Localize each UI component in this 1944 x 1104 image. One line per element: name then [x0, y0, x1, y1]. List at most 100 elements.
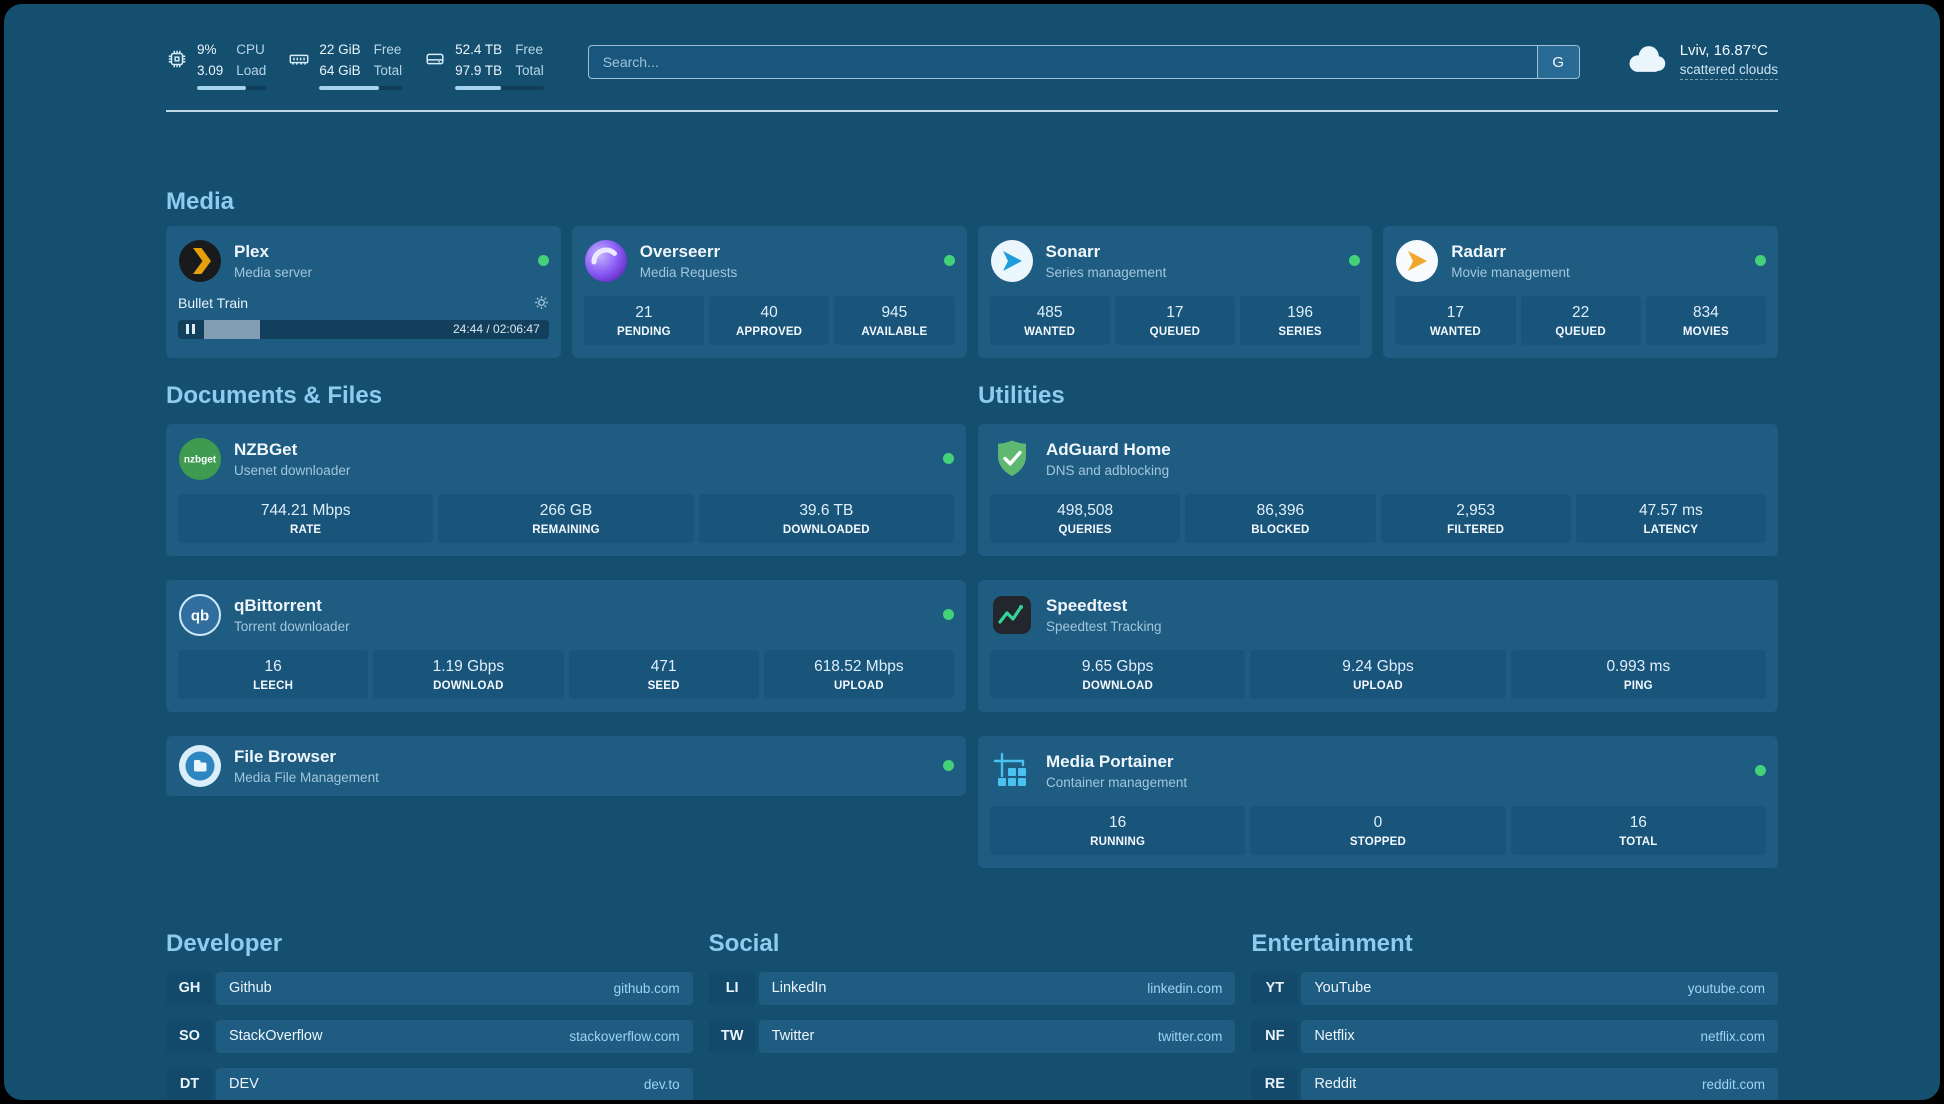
- app-card-plex[interactable]: Plex Media server Bullet Train: [166, 225, 561, 358]
- app-title: Overseerr: [639, 241, 721, 261]
- app-title: Plex: [234, 241, 269, 261]
- stat-tile-total: 16 TOTAL: [1510, 805, 1766, 855]
- app-title: File Browser: [234, 746, 337, 766]
- stat-tile-approved: 40 APPROVED: [709, 295, 830, 345]
- bookmark-url: stackoverflow.com: [569, 1028, 680, 1044]
- bookmark-netflix[interactable]: NF Netflix netflix.com: [1251, 1019, 1778, 1053]
- app-card-sonarr[interactable]: Sonarr Series management 485 WANTED 17 Q…: [977, 225, 1373, 358]
- stat-tile-remaining: 266 GB REMAINING: [438, 493, 694, 543]
- memory-free-label: Free: [373, 42, 402, 57]
- memory-icon: [288, 42, 310, 90]
- stat-tile-download: 9.65 Gbps DOWNLOAD: [990, 649, 1246, 699]
- stat-tile-latency: 47.57 ms LATENCY: [1575, 493, 1766, 543]
- bookmark-linkedin[interactable]: LI LinkedIn linkedin.com: [708, 971, 1236, 1005]
- stat-tile-movies: 834 MOVIES: [1645, 295, 1766, 345]
- app-title: Radarr: [1451, 241, 1507, 261]
- app-card-nzbget[interactable]: nzbget NZBGet Usenet downloader 744.21 M…: [166, 423, 966, 556]
- bookmark-url: netflix.com: [1700, 1028, 1765, 1044]
- bookmark-abbr: NF: [1251, 1019, 1299, 1053]
- section-utilities: Utilities AdGuard Home DNS and a: [978, 382, 1778, 868]
- stat-tile-leech: 16 LEECH: [178, 649, 369, 699]
- bookmark-abbr: LI: [708, 971, 756, 1005]
- cpu-load-value: 3.09: [197, 62, 224, 78]
- bookmark-abbr: TW: [708, 1019, 756, 1053]
- app-card-overseerr[interactable]: Overseerr Media Requests 21 PENDING 40 A…: [571, 225, 967, 358]
- stat-tile-series: 196 SERIES: [1240, 295, 1361, 345]
- app-subtitle: Torrent downloader: [234, 618, 350, 634]
- radarr-icon: [1395, 239, 1439, 283]
- stat-tile-pending: 21 PENDING: [583, 295, 704, 345]
- app-card-filebrowser[interactable]: File Browser Media File Management: [166, 735, 966, 796]
- status-dot: [943, 453, 954, 465]
- playback-progress-bar[interactable]: 24:44 / 02:06:47: [178, 319, 549, 339]
- bookmark-abbr: DT: [166, 1067, 213, 1100]
- app-card-qbittorrent[interactable]: qb qBittorrent Torrent downloader 16 LEE…: [166, 579, 966, 712]
- bookmark-group-social: Social LI LinkedIn linkedin.com TW Twitt…: [708, 930, 1236, 1100]
- bookmark-dev[interactable]: DT DEV dev.to: [166, 1067, 693, 1100]
- gear-icon[interactable]: [534, 295, 549, 310]
- disk-progress-fill: [455, 85, 502, 90]
- disk-stat: 52.4 TB 97.9 TB Free Total: [424, 42, 544, 90]
- stat-tile-upload: 618.52 Mbps UPLOAD: [763, 649, 954, 699]
- app-subtitle: Container management: [1046, 774, 1188, 790]
- bookmark-github[interactable]: GH Github github.com: [166, 971, 693, 1005]
- bookmark-url: linkedin.com: [1147, 980, 1223, 996]
- svg-text:nzbget: nzbget: [184, 454, 217, 465]
- adguard-icon: [990, 437, 1034, 481]
- weather-widget[interactable]: Lviv, 16.87°C scattered clouds: [1624, 42, 1778, 80]
- memory-total-value: 64 GiB: [319, 62, 361, 78]
- section-title-media: Media: [166, 187, 235, 215]
- sonarr-icon: [990, 239, 1034, 283]
- app-subtitle: Media File Management: [234, 769, 379, 785]
- app-title: Sonarr: [1045, 241, 1101, 261]
- playback-time: 24:44 / 02:06:47: [453, 322, 540, 337]
- bookmark-reddit[interactable]: RE Reddit reddit.com: [1251, 1067, 1778, 1100]
- disk-total-label: Total: [515, 62, 544, 78]
- stat-tile-downloaded: 39.6 TB DOWNLOADED: [698, 493, 954, 543]
- bookmark-stackoverflow[interactable]: SO StackOverflow stackoverflow.com: [166, 1019, 693, 1053]
- disk-total-value: 97.9 TB: [455, 62, 503, 78]
- memory-free-value: 22 GiB: [319, 42, 361, 57]
- bookmark-name: Netflix: [1314, 1028, 1355, 1045]
- pause-icon[interactable]: [186, 324, 195, 335]
- cpu-load-label: Load: [236, 62, 267, 78]
- app-title: Speedtest: [1046, 595, 1128, 615]
- portainer-icon: [990, 749, 1034, 793]
- cpu-progress-bar: [197, 85, 267, 90]
- stat-tile-seed: 471 SEED: [568, 649, 759, 699]
- app-subtitle: Usenet downloader: [234, 462, 351, 478]
- bookmark-group-developer: Developer GH Github github.com SO StackO…: [166, 930, 693, 1100]
- cloud-icon: [1624, 43, 1668, 80]
- bookmark-twitter[interactable]: TW Twitter twitter.com: [708, 1019, 1236, 1053]
- nzbget-icon: nzbget: [178, 437, 222, 481]
- bookmark-abbr: RE: [1251, 1067, 1299, 1100]
- section-documents: Documents & Files nzbget NZBGet U: [166, 382, 966, 796]
- section-title-utilities: Utilities: [978, 381, 1065, 409]
- stat-tile-wanted: 485 WANTED: [989, 295, 1110, 345]
- stat-tile-running: 16 RUNNING: [990, 805, 1246, 855]
- app-card-adguard[interactable]: AdGuard Home DNS and adblocking 498,508 …: [978, 423, 1778, 556]
- disk-free-value: 52.4 TB: [455, 42, 503, 57]
- bookmark-name: LinkedIn: [771, 980, 827, 997]
- bookmark-name: Twitter: [771, 1028, 815, 1045]
- search-provider-button[interactable]: G: [1536, 46, 1579, 78]
- cpu-progress-fill: [197, 85, 246, 90]
- app-card-speedtest[interactable]: Speedtest Speedtest Tracking 9.65 Gbps D…: [978, 579, 1778, 712]
- app-card-radarr[interactable]: Radarr Movie management 17 WANTED 22 QUE…: [1383, 225, 1778, 358]
- section-title-documents: Documents & Files: [166, 381, 383, 409]
- app-subtitle: Movie management: [1451, 264, 1570, 280]
- bookmark-name: DEV: [229, 1076, 259, 1093]
- memory-progress-fill: [319, 85, 379, 90]
- bookmark-url: twitter.com: [1157, 1028, 1223, 1044]
- stat-tile-rate: 744.21 Mbps RATE: [178, 493, 434, 543]
- section-title-entertainment: Entertainment: [1251, 929, 1413, 957]
- playback-progress-fill: [204, 319, 260, 339]
- stat-tile-queries: 498,508 QUERIES: [990, 493, 1181, 543]
- cpu-label: CPU: [236, 42, 265, 57]
- search-input[interactable]: [588, 46, 1537, 78]
- status-dot: [943, 760, 954, 772]
- bookmark-youtube[interactable]: YT YouTube youtube.com: [1251, 971, 1778, 1005]
- app-card-portainer[interactable]: Media Portainer Container management 16 …: [978, 735, 1778, 868]
- overseerr-icon: [584, 239, 628, 283]
- search-bar: G: [587, 45, 1580, 79]
